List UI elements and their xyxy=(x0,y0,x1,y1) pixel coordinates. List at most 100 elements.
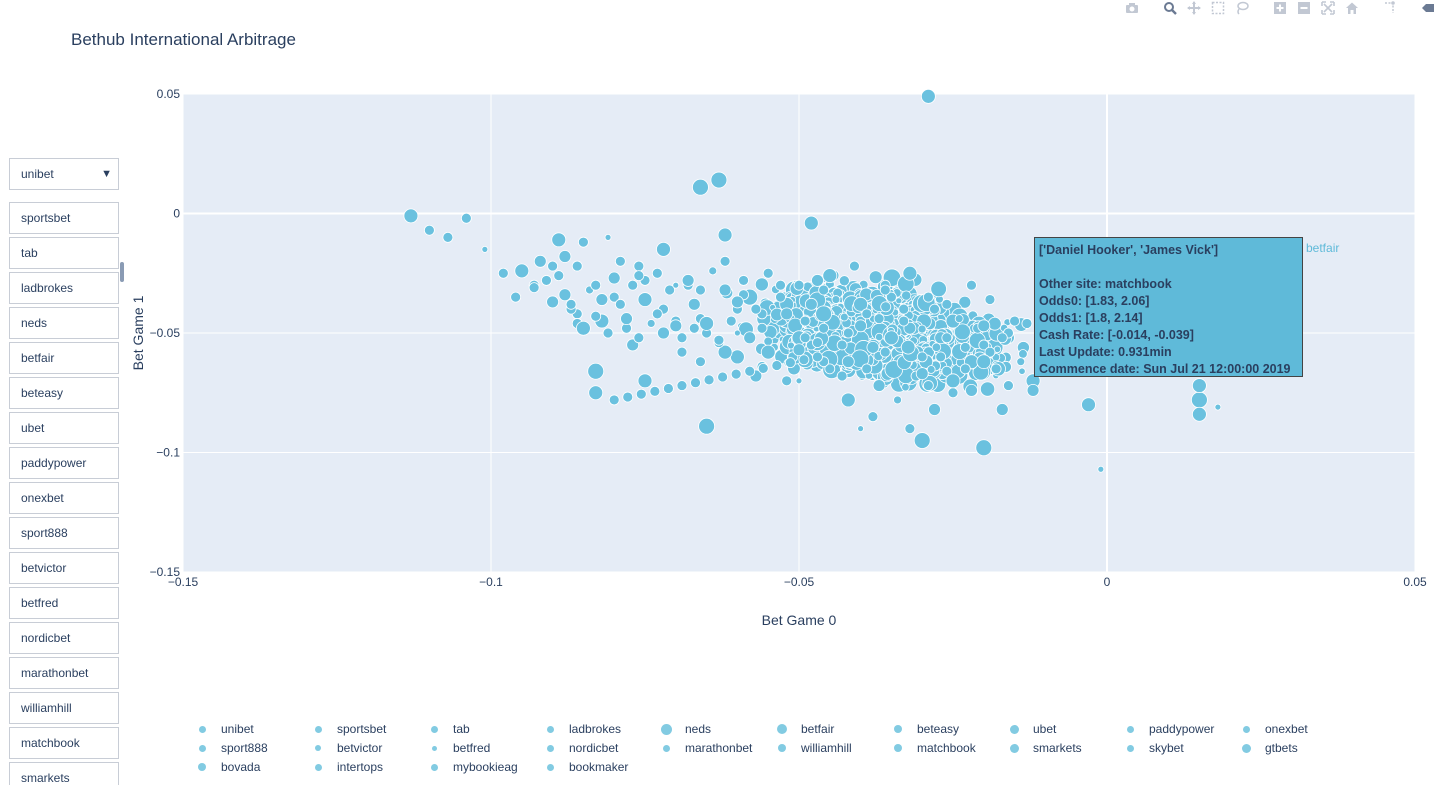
scatter-point[interactable] xyxy=(979,381,996,397)
scatter-point-paddypower[interactable] xyxy=(633,260,645,272)
scatter-point-sportsbet[interactable] xyxy=(824,363,836,375)
scatter-point-sport888[interactable] xyxy=(922,291,934,303)
scatter-point-gtbets[interactable] xyxy=(976,354,992,370)
scatter-point-matchbook[interactable] xyxy=(681,274,695,287)
scatter-point-paddypower[interactable] xyxy=(756,322,768,334)
scatter-point-bovada[interactable] xyxy=(669,319,683,333)
legend-item-tab[interactable]: tab xyxy=(427,722,470,736)
scatter-point-betfred[interactable] xyxy=(795,377,803,385)
site-dropdown[interactable]: unibet ▼ xyxy=(9,158,119,190)
legend-item-unibet[interactable]: unibet xyxy=(195,722,254,736)
legend-item-ladbrokes[interactable]: ladbrokes xyxy=(543,722,621,736)
scatter-point-skybet[interactable] xyxy=(590,279,602,291)
dropdown-option-sport888[interactable]: sport888 xyxy=(9,517,119,549)
scatter-point-neds[interactable] xyxy=(1191,391,1208,409)
scatter-point-matchbook[interactable] xyxy=(1026,383,1040,397)
legend-item-paddypower[interactable]: paddypower xyxy=(1123,722,1214,736)
scatter-point-beteasy[interactable] xyxy=(811,274,824,287)
scatter-point-sport888[interactable] xyxy=(614,255,626,267)
scatter-point-smarkets[interactable] xyxy=(576,320,591,336)
dropdown-option-ubet[interactable]: ubet xyxy=(9,412,119,444)
scatter-point-intertops[interactable] xyxy=(941,332,953,344)
scatter-point-smarkets[interactable] xyxy=(822,268,838,284)
scatter-point-bovada[interactable] xyxy=(854,319,867,333)
dropdown-scrollbar[interactable] xyxy=(120,262,124,282)
scatter-point[interactable] xyxy=(730,368,742,380)
scatter-point-skybet[interactable] xyxy=(959,341,971,353)
scatter-point-ladbrokes[interactable] xyxy=(781,375,793,387)
dropdown-option-matchbook[interactable]: matchbook xyxy=(9,727,119,759)
scatter-point-intertops[interactable] xyxy=(1003,380,1014,391)
scatter-point-gtbets[interactable] xyxy=(803,215,819,231)
scatter-point-nordicbet[interactable] xyxy=(614,298,626,310)
scatter-point-matchbook[interactable] xyxy=(928,403,941,416)
scatter-point-smarkets[interactable] xyxy=(884,330,899,346)
scatter-point[interactable] xyxy=(784,357,796,369)
spike-lines-icon[interactable] xyxy=(1381,0,1399,16)
scatter-point-skybet[interactable] xyxy=(1021,318,1033,329)
scatter-point-marathonbet[interactable] xyxy=(633,270,645,282)
scatter-point-williamhill[interactable] xyxy=(780,307,794,321)
scatter-point-beteasy[interactable] xyxy=(995,403,1009,416)
scatter-point-betfred[interactable] xyxy=(481,245,489,253)
scatter-point-tab[interactable] xyxy=(929,303,940,315)
scatter-point-intertops[interactable] xyxy=(695,284,706,296)
scatter-point-betvictor[interactable] xyxy=(831,295,841,304)
scatter-point-bookmaker[interactable] xyxy=(688,322,700,334)
scatter-point-onexbet[interactable] xyxy=(602,327,614,339)
scatter-point-bovada[interactable] xyxy=(915,367,929,381)
scatter-point-betfred[interactable] xyxy=(604,233,612,241)
legend-item-smarkets[interactable]: smarkets xyxy=(1007,741,1082,755)
scatter-point[interactable] xyxy=(771,360,783,371)
scatter-point-ladbrokes[interactable] xyxy=(966,279,977,291)
legend-item-nordicbet[interactable]: nordicbet xyxy=(543,741,618,755)
scatter-point-bookmaker[interactable] xyxy=(935,351,947,363)
scatter-point-intertops[interactable] xyxy=(633,332,645,344)
legend-item-sportsbet[interactable]: sportsbet xyxy=(311,722,386,736)
chevron-down-icon[interactable]: ▼ xyxy=(101,168,112,180)
scatter-point[interactable] xyxy=(838,275,850,287)
scatter-point[interactable] xyxy=(901,382,910,392)
scatter-point-marathonbet[interactable] xyxy=(818,322,830,334)
scatter-point-ubet[interactable] xyxy=(717,344,733,360)
scatter-point-tab[interactable] xyxy=(990,363,1002,375)
scatter-point-bookmaker[interactable] xyxy=(812,337,823,348)
scatter-point-sport888[interactable] xyxy=(676,332,688,344)
pan-icon[interactable] xyxy=(1185,0,1203,16)
scatter-point-matchbook[interactable] xyxy=(866,340,880,354)
scatter-point[interactable] xyxy=(895,297,903,305)
scatter-point[interactable] xyxy=(880,301,892,313)
scatter-point-bookmaker[interactable] xyxy=(996,332,1008,344)
scatter-point-nordicbet[interactable] xyxy=(922,380,934,391)
scatter-point-bovada[interactable] xyxy=(792,343,806,357)
legend-item-marathonbet[interactable]: marathonbet xyxy=(659,741,752,755)
scatter-point-onexbet[interactable] xyxy=(664,284,676,296)
scatter-point-williamhill[interactable] xyxy=(718,283,732,297)
scatter-point-beteasy[interactable] xyxy=(687,297,701,311)
scatter-point-mybookieag[interactable] xyxy=(836,339,848,351)
scatter-point-mybookieag[interactable] xyxy=(898,315,910,327)
scatter-point-betfred[interactable] xyxy=(734,329,741,337)
scatter-point-nordicbet[interactable] xyxy=(799,332,811,344)
scatter-point-sportsbet[interactable] xyxy=(578,236,589,248)
scatter-point-betfair[interactable] xyxy=(1192,406,1207,422)
zoom-out-icon[interactable] xyxy=(1295,0,1313,16)
scatter-point-smarkets[interactable] xyxy=(699,316,714,331)
legend-item-betvictor[interactable]: betvictor xyxy=(311,741,382,755)
scatter-point-ladbrokes[interactable] xyxy=(842,327,854,339)
dropdown-option-sportsbet[interactable]: sportsbet xyxy=(9,202,119,234)
scatter-point[interactable] xyxy=(930,280,947,298)
scatter-point[interactable] xyxy=(839,312,849,322)
scatter-point-marathonbet[interactable] xyxy=(941,365,953,377)
dropdown-option-ladbrokes[interactable]: ladbrokes xyxy=(9,272,119,304)
dropdown-option-betfair[interactable]: betfair xyxy=(9,342,119,374)
scatter-point-betvictor[interactable] xyxy=(893,395,902,405)
scatter-point-mybookieag[interactable] xyxy=(959,363,971,375)
scatter-point[interactable] xyxy=(1018,349,1028,359)
dropdown-option-paddypower[interactable]: paddypower xyxy=(9,447,119,479)
scatter-point[interactable] xyxy=(754,277,769,292)
scatter-point-nordicbet[interactable] xyxy=(676,346,688,358)
scatter-point-intertops[interactable] xyxy=(879,284,891,296)
scatter-point-betfair[interactable] xyxy=(637,373,653,389)
scatter-point-unibet[interactable] xyxy=(547,260,558,272)
